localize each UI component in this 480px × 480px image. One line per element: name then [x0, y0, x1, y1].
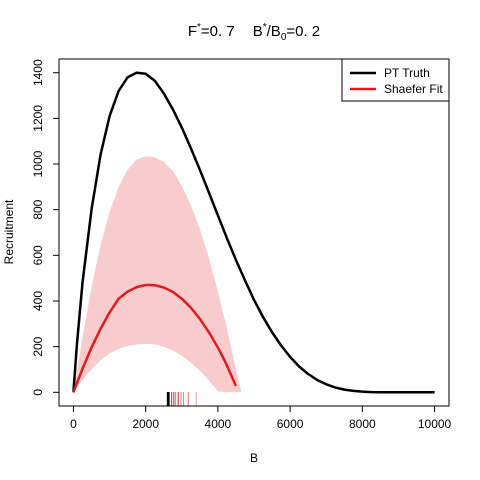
y-tick-label: 400 — [31, 291, 45, 311]
title-b-label: B — [253, 23, 263, 40]
title-b-value: =0. 2 — [286, 23, 320, 40]
title-b-slash: /B — [267, 23, 281, 40]
x-axis-label: B — [250, 451, 258, 465]
y-tick-label: 1200 — [31, 105, 45, 132]
series-line-pt-truth — [72, 71, 435, 394]
legend-label-pt-truth: PT Truth — [384, 66, 430, 80]
title-f-label: F — [188, 23, 197, 40]
x-tick-label: 6000 — [277, 417, 304, 431]
series-line-shaefer-fit — [72, 283, 238, 393]
title-f-value: =0. 7 — [201, 23, 235, 40]
chart-title: F*=0. 7 B*/B0=0. 2 — [188, 22, 320, 43]
x-tick-label: 0 — [70, 417, 77, 431]
y-tick-label: 0 — [31, 389, 45, 396]
legend-label-shaefer-fit: Shaefer Fit — [384, 82, 443, 96]
y-tick-label: 1400 — [31, 59, 45, 86]
plot-frame — [58, 58, 450, 407]
legend-box — [341, 58, 450, 102]
y-tick-label: 200 — [31, 336, 45, 356]
y-tick-label: 1000 — [31, 150, 45, 177]
y-axis-label: Recruitment — [2, 199, 16, 264]
confidence-band — [73, 156, 242, 393]
y-tick-label: 800 — [31, 199, 45, 219]
title-b-sub: 0 — [281, 32, 287, 43]
x-tick-label: 10000 — [418, 417, 452, 431]
y-tick-label: 600 — [31, 245, 45, 265]
title-f-sup: * — [197, 22, 201, 33]
x-tick-label: 2000 — [132, 417, 159, 431]
x-tick-label: 4000 — [205, 417, 232, 431]
x-tick-label: 8000 — [349, 417, 376, 431]
legend: PT Truth Shaefer Fit — [341, 58, 450, 102]
title-b-sup: * — [263, 22, 267, 33]
